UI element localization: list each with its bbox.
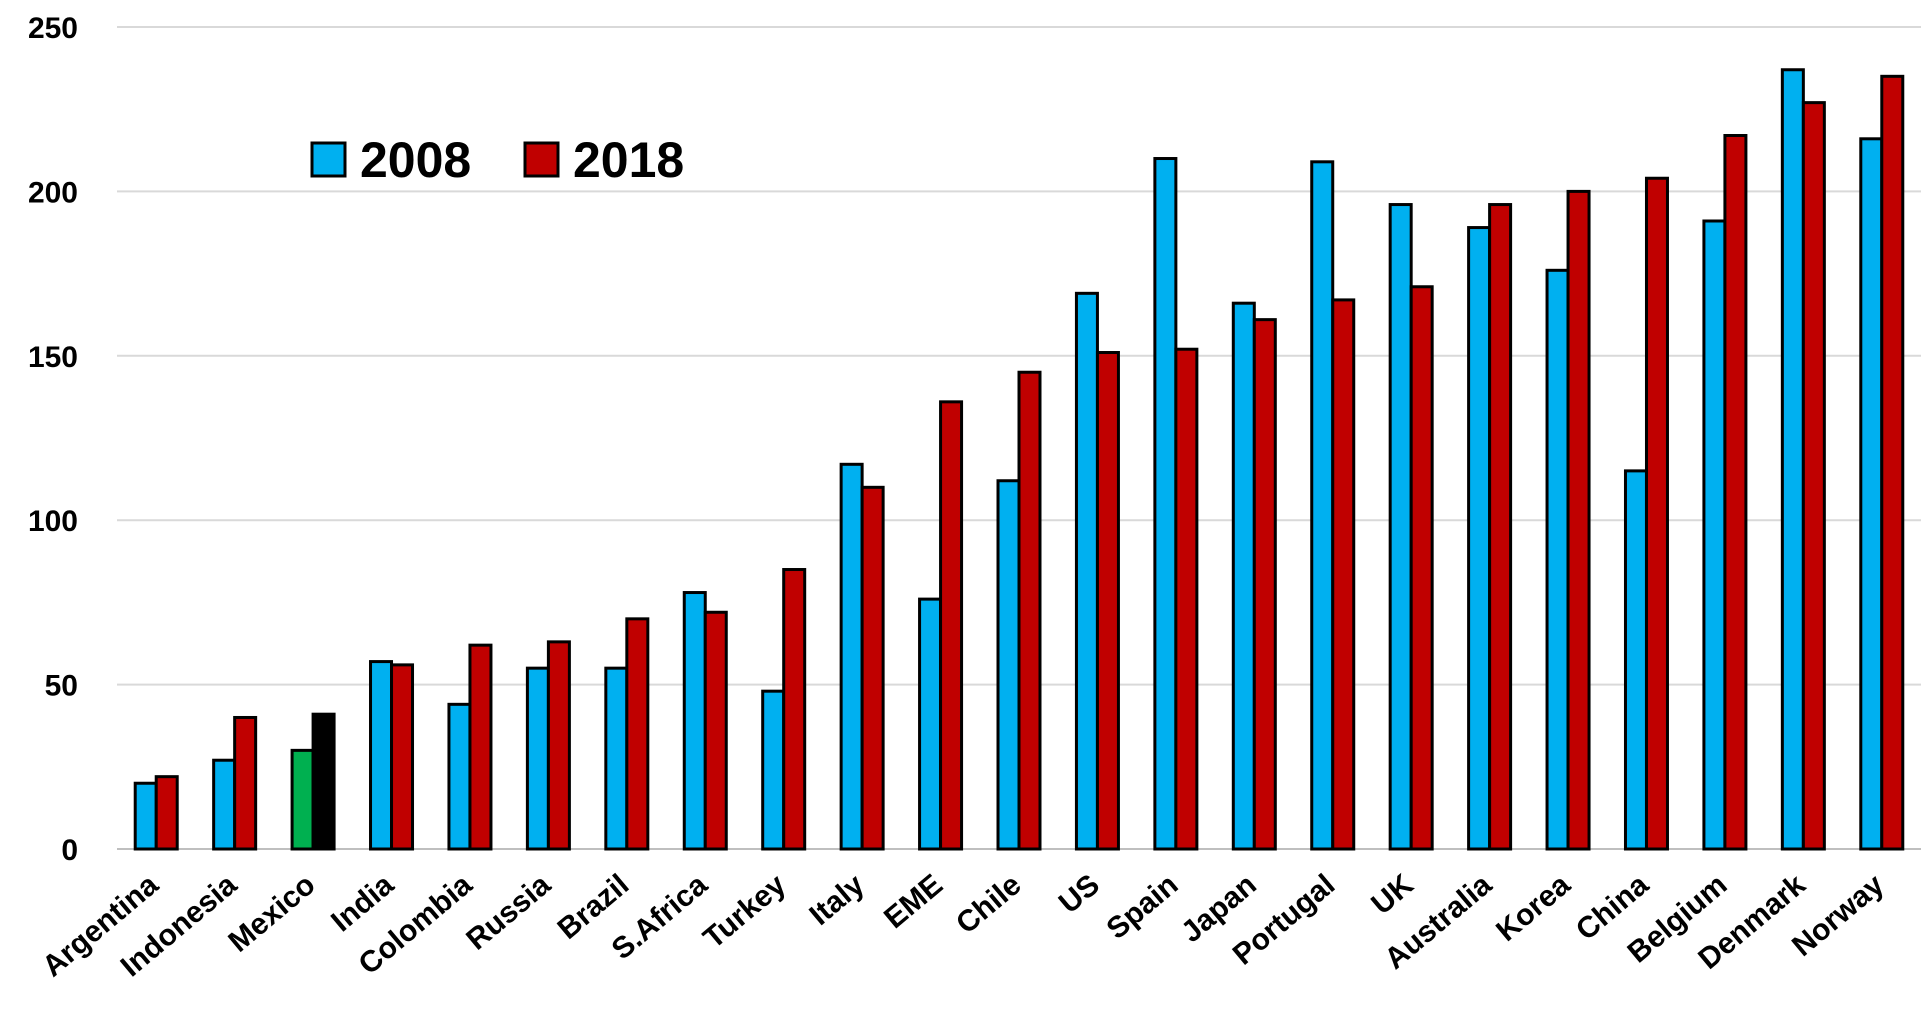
bar-us-2018 xyxy=(1095,351,1120,851)
bar-japan-2018 xyxy=(1252,318,1277,851)
bar-spain-2018 xyxy=(1174,347,1199,851)
bar-denmark-2018 xyxy=(1801,101,1826,851)
bar-italy-2018 xyxy=(860,485,885,851)
bar-japan-2008 xyxy=(1231,301,1256,851)
bar-colombia-2008 xyxy=(447,702,472,851)
legend: 2008 2018 xyxy=(310,132,684,188)
x-tick-label: Mexico xyxy=(222,868,321,959)
bar-russia-2018 xyxy=(546,640,571,851)
y-tick-label: 100 xyxy=(28,505,78,538)
bar-portugal-2018 xyxy=(1331,298,1356,851)
bar-korea-2008 xyxy=(1545,268,1570,851)
legend-label-2008: 2008 xyxy=(360,132,471,188)
bar-denmark-2008 xyxy=(1780,68,1805,851)
bar-us-2008 xyxy=(1074,291,1099,851)
bar-s-africa-2008 xyxy=(682,591,707,851)
y-tick-label: 50 xyxy=(45,670,78,703)
bar-argentina-2018 xyxy=(154,775,179,851)
x-tick-label: Chile xyxy=(950,868,1027,940)
bar-eme-2018 xyxy=(939,400,964,851)
bar-brazil-2018 xyxy=(625,617,650,851)
y-tick-label: 200 xyxy=(28,176,78,209)
x-tick-label: Spain xyxy=(1101,868,1185,946)
bar-norway-2018 xyxy=(1880,74,1905,851)
bar-belgium-2008 xyxy=(1702,219,1727,851)
bar-turkey-2018 xyxy=(782,568,807,851)
bar-chile-2008 xyxy=(996,479,1021,851)
bar-argentina-2008 xyxy=(133,781,158,851)
bar-korea-2018 xyxy=(1566,189,1591,851)
y-tick-label: 250 xyxy=(28,12,78,45)
bar-norway-2008 xyxy=(1859,137,1884,851)
y-axis: 0 50 100 150 200 250 xyxy=(28,12,78,867)
legend-swatch-2008 xyxy=(310,141,347,178)
bar-chile-2018 xyxy=(1017,370,1042,851)
bar-spain-2008 xyxy=(1153,157,1178,851)
bars xyxy=(133,68,1905,851)
bar-portugal-2008 xyxy=(1310,160,1335,851)
bar-australia-2008 xyxy=(1467,226,1492,851)
x-tick-label: Italy xyxy=(803,868,870,932)
bar-uk-2008 xyxy=(1388,203,1413,851)
bar-india-2018 xyxy=(390,663,415,851)
legend-label-2018: 2018 xyxy=(573,132,684,188)
bar-brazil-2008 xyxy=(604,666,629,851)
bar-uk-2018 xyxy=(1409,285,1434,851)
bar-s-africa-2018 xyxy=(703,610,728,851)
bar-indonesia-2018 xyxy=(233,715,258,851)
bar-india-2008 xyxy=(369,660,394,851)
bar-colombia-2018 xyxy=(468,643,493,851)
bar-mexico-2008 xyxy=(290,748,315,851)
x-tick-label: US xyxy=(1053,868,1106,920)
x-tick-label: UK xyxy=(1365,868,1420,921)
bar-russia-2008 xyxy=(525,666,550,851)
bar-china-2008 xyxy=(1623,469,1648,851)
x-tick-label: Korea xyxy=(1490,868,1577,948)
bar-turkey-2008 xyxy=(761,689,786,851)
bar-china-2018 xyxy=(1644,176,1669,851)
legend-swatch-2018 xyxy=(523,141,560,178)
y-tick-label: 150 xyxy=(28,341,78,374)
bar-indonesia-2008 xyxy=(212,758,237,851)
bar-mexico-2018 xyxy=(311,712,336,851)
x-tick-label: Russia xyxy=(460,868,557,957)
bar-eme-2008 xyxy=(918,597,943,851)
bar-australia-2018 xyxy=(1488,203,1513,851)
bar-belgium-2018 xyxy=(1723,134,1748,851)
y-tick-label: 0 xyxy=(61,834,78,867)
x-tick-label: Turkey xyxy=(697,868,792,955)
x-tick-label: EME xyxy=(878,868,949,935)
bar-italy-2008 xyxy=(839,462,864,851)
